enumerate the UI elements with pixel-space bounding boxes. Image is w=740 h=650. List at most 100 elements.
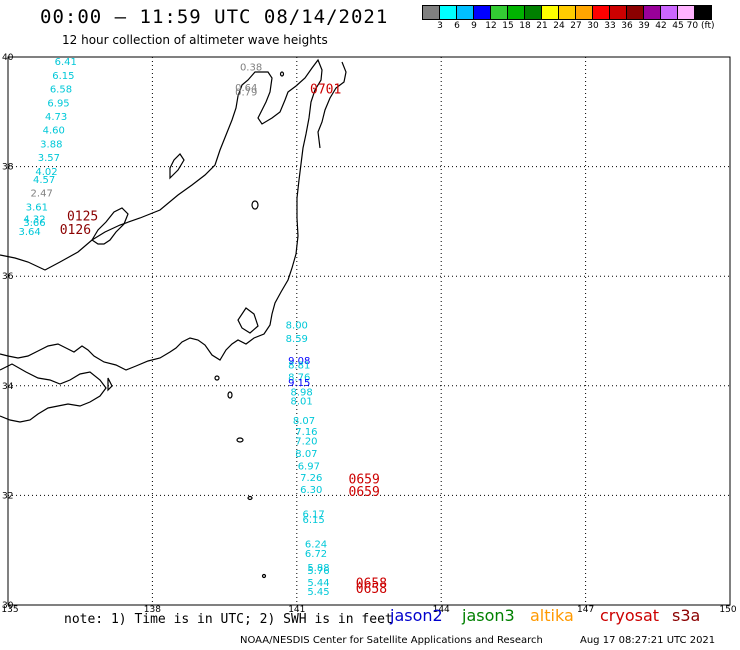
wave-height-label: 8.98	[290, 388, 312, 399]
wave-height-label: 6.24	[305, 539, 327, 550]
wave-height-label: 3.57	[38, 153, 60, 164]
wave-height-label: 4.02	[35, 167, 57, 178]
satellite-altika: altika	[530, 606, 574, 625]
legend-swatch	[695, 6, 711, 19]
satellite-s3a: s3a	[672, 606, 701, 625]
wave-height-label: 5.76	[307, 566, 329, 577]
legend-label: 30	[587, 21, 599, 31]
legend-swatch	[661, 6, 678, 19]
wave-height-label: 7.20	[295, 436, 317, 447]
okushiri-island	[279, 71, 285, 77]
legend-swatch	[525, 6, 542, 19]
torishima	[247, 495, 253, 501]
wave-height-label: 7.26	[300, 473, 322, 484]
pass-time-label: 0701	[310, 83, 341, 98]
lat-tick-label: 32	[2, 491, 13, 501]
honshu-coast	[0, 58, 323, 371]
wave-height-label: 4.32	[23, 214, 45, 225]
wave-height-label: 8.59	[286, 334, 308, 345]
wave-height-label: 6.15	[303, 515, 325, 526]
awaji-island	[107, 377, 113, 392]
legend-swatch	[508, 6, 525, 19]
color-scale-legend	[422, 5, 712, 20]
legend-swatch	[474, 6, 491, 19]
legend-swatch	[542, 6, 559, 19]
wave-height-label: 7.16	[295, 427, 317, 438]
wave-height-label: 5.44	[307, 578, 329, 589]
producer-credit: NOAA/NESDIS Center for Satellite Applica…	[240, 635, 543, 646]
izu-oshima	[251, 200, 259, 210]
wave-height-label: 6.15	[52, 71, 74, 82]
map-title: 00:00 – 11:59 UTC 08/14/2021	[40, 6, 389, 28]
legend-swatch	[610, 6, 627, 19]
lat-lon-grid	[8, 57, 730, 605]
coastline	[0, 58, 347, 579]
wave-height-label: 9.15	[288, 378, 310, 389]
legend-label: 33	[604, 21, 616, 31]
legend-label: 36	[621, 21, 633, 31]
wave-height-label: 8.81	[288, 360, 310, 371]
wave-height-label: 4.60	[43, 126, 65, 137]
noto-peninsula	[91, 207, 129, 245]
wave-height-label: 6.17	[303, 509, 325, 520]
wave-height-label: 5.45	[307, 587, 329, 598]
wave-height-label: 8.76	[288, 372, 310, 383]
lat-tick-label: 36	[2, 272, 14, 282]
legend-swatch	[627, 6, 644, 19]
legend-label: 6	[454, 21, 460, 31]
wave-height-label: 9.08	[288, 356, 310, 367]
lon-tick-label: 141	[288, 605, 305, 615]
miyake-island	[214, 375, 220, 381]
pass-time-label: 0658	[356, 576, 387, 591]
legend-label: 21	[536, 21, 548, 31]
sofu-gan	[261, 573, 267, 579]
legend-label: 12	[485, 21, 497, 31]
aogashima	[236, 437, 244, 443]
hachijo-island	[227, 391, 233, 399]
wave-height-label: 8.07	[295, 449, 317, 460]
legend-swatch	[559, 6, 576, 19]
lon-tick-label: 150	[719, 605, 736, 615]
pass-time-label: 0658	[356, 582, 387, 597]
legend-label: 9	[471, 21, 477, 31]
legend-label: 39	[638, 21, 650, 31]
legend-label: 3	[437, 21, 443, 31]
legend-label: 45	[672, 21, 684, 31]
map-subtitle: 12 hour collection of altimeter wave hei…	[62, 33, 328, 47]
lat-tick-label: 38	[2, 163, 14, 173]
legend-swatch	[440, 6, 457, 19]
wave-height-label: 4.57	[33, 175, 55, 186]
wave-height-label: 6.41	[55, 57, 77, 68]
wave-height-labels: 6.41 6.15 6.58 6.95 4.73 4.60 3.88 3.57 4.024.57…	[19, 57, 330, 598]
legend-swatch	[576, 6, 593, 19]
lat-tick-label: 40	[2, 53, 14, 63]
legend-label: 27	[570, 21, 582, 31]
wave-height-label: 8.00	[286, 320, 308, 331]
wave-height-label: 6.72	[305, 549, 327, 560]
wave-height-label: 2.47	[31, 189, 53, 200]
legend-swatch	[423, 6, 440, 19]
map-border	[7, 56, 731, 606]
wave-height-label: 6.97	[298, 462, 320, 473]
map-frame	[7, 56, 731, 606]
pass-time-label: 0126	[60, 223, 91, 238]
legend-label: 70 (ft)	[686, 21, 715, 31]
wave-height-label: 0.79	[235, 87, 257, 98]
generated-timestamp: Aug 17 08:27:21 UTC 2021	[580, 635, 716, 646]
wave-height-label: 8.01	[290, 396, 312, 407]
lon-tick-label: 138	[144, 605, 161, 615]
lon-tick-label: 135	[1, 605, 18, 615]
wave-height-label: 0.38	[240, 63, 262, 74]
legend-label: 24	[553, 21, 565, 31]
legend-swatch	[678, 6, 695, 19]
wave-height-label: 8.07	[293, 416, 315, 427]
wave-height-label: 3.88	[40, 139, 62, 150]
legend-label: 18	[519, 21, 531, 31]
wave-height-label: 6.30	[300, 485, 322, 496]
satellite-jason2: jason2	[390, 606, 443, 625]
lon-tick-label: 144	[433, 605, 450, 615]
lat-tick-label: 34	[2, 382, 14, 392]
wave-height-label: 4.73	[45, 112, 67, 123]
